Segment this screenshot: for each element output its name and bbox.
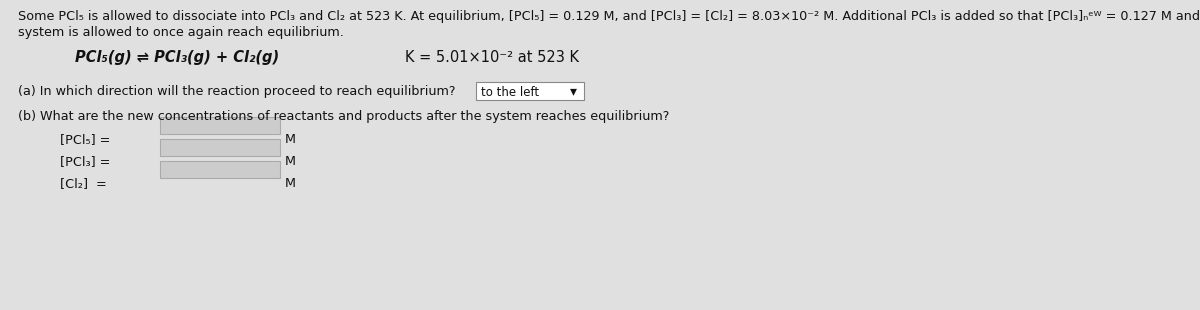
FancyBboxPatch shape xyxy=(160,117,280,134)
Text: M: M xyxy=(286,133,296,146)
FancyBboxPatch shape xyxy=(160,161,280,178)
Text: system is allowed to once again reach equilibrium.: system is allowed to once again reach eq… xyxy=(18,26,344,39)
Text: K = 5.01×10⁻² at 523 K: K = 5.01×10⁻² at 523 K xyxy=(406,50,580,65)
Text: (b) What are the new concentrations of reactants and products after the system r: (b) What are the new concentrations of r… xyxy=(18,110,670,123)
Text: ▾: ▾ xyxy=(570,84,577,98)
Text: Some PCl₅ is allowed to dissociate into PCl₃ and Cl₂ at 523 K. At equilibrium, [: Some PCl₅ is allowed to dissociate into … xyxy=(18,10,1200,23)
Text: PCl₅(g) ⇌ PCl₃(g) + Cl₂(g): PCl₅(g) ⇌ PCl₃(g) + Cl₂(g) xyxy=(74,50,280,65)
Text: [Cl₂]  =: [Cl₂] = xyxy=(60,177,107,190)
Text: [PCl₃] =: [PCl₃] = xyxy=(60,155,110,168)
FancyBboxPatch shape xyxy=(476,82,584,100)
Text: to the left: to the left xyxy=(481,86,539,99)
FancyBboxPatch shape xyxy=(160,139,280,156)
Text: (a) In which direction will the reaction proceed to reach equilibrium?: (a) In which direction will the reaction… xyxy=(18,85,456,98)
Text: M: M xyxy=(286,155,296,168)
Text: [PCl₅] =: [PCl₅] = xyxy=(60,133,110,146)
Text: M: M xyxy=(286,177,296,190)
